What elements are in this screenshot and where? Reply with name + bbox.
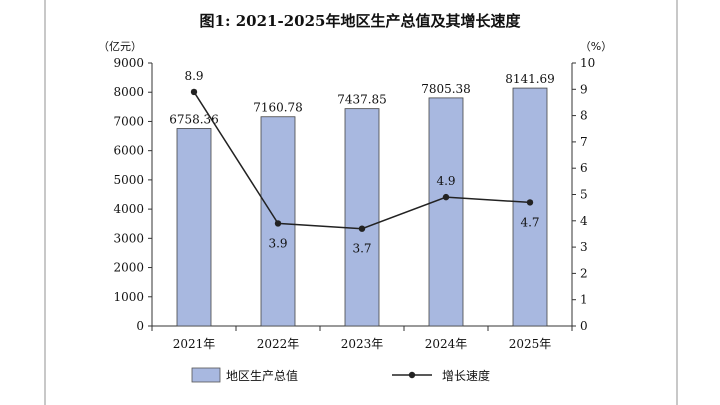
x-tick-label: 2021年 [173,337,216,351]
left-tick-label: 8000 [113,85,144,99]
x-tick-label: 2022年 [257,337,300,351]
left-tick-label: 9000 [113,56,144,70]
x-tick-label: 2023年 [341,337,384,351]
left-page-edge [44,0,46,405]
right-tick-label: 9 [580,82,588,96]
right-tick-label: 6 [580,161,588,175]
bar [428,97,464,327]
bar [512,87,548,327]
growth-data-label: 3.7 [352,242,371,256]
right-axis-unit: （%） [580,40,612,53]
growth-point [274,220,282,227]
bar-data-label: 6758.36 [169,113,219,127]
left-axis-unit: （亿元） [98,40,142,53]
bar [176,128,212,327]
right-tick-label: 7 [580,135,588,149]
growth-point [358,225,366,232]
right-tick-label: 5 [580,188,588,202]
right-tick-label: 1 [580,293,588,307]
left-tick-label: 3000 [113,231,144,245]
growth-point [442,193,450,201]
left-tick-label: 7000 [113,114,144,128]
right-tick-label: 0 [580,319,588,333]
legend-line-marker [408,371,416,379]
x-tick-label: 2025年 [509,337,552,351]
bars-group: 6758.36 7160.78 7437.85 7805.38 8141.69 [169,72,555,327]
growth-data-label: 4.9 [436,174,455,188]
right-page-edge [676,0,678,405]
legend-bar-label: 地区生产总值 [226,368,298,383]
bar [344,108,380,327]
right-tick-label: 2 [580,266,588,280]
bar-data-label: 7805.38 [421,82,471,96]
axes-group: 0 1000 2000 3000 4000 5000 6000 7000 8000 9000 0 1 2… [113,56,595,351]
left-tick-label: 6000 [113,144,144,158]
right-tick-label: 8 [580,109,588,123]
x-tick-label: 2024年 [425,337,468,351]
left-tick-label: 4000 [113,202,144,216]
growth-data-label: 8.9 [184,69,203,83]
left-tick-label: 2000 [113,261,144,275]
right-tick-label: 10 [580,56,595,70]
left-tick-label: 1000 [113,290,144,304]
bar-data-label: 7160.78 [253,101,303,115]
line-group: 8.9 3.9 3.7 4.9 4.7 [184,69,539,256]
bar-data-label: 7437.85 [337,93,387,107]
growth-data-label: 3.9 [268,236,287,250]
legend-line-label: 增长速度 [442,368,490,383]
left-tick-label: 0 [136,319,144,333]
growth-point [526,199,534,206]
chart-title: 图1: 2021-2025年地区生产总值及其增长速度 [200,12,522,30]
legend-bar-swatch [191,367,221,383]
right-tick-label: 4 [580,214,588,228]
legend: 地区生产总值 增长速度 [191,367,490,383]
right-tick-label: 3 [580,240,588,254]
bar-data-label: 8141.69 [505,72,555,86]
growth-data-label: 4.7 [520,215,539,229]
left-tick-label: 5000 [113,173,144,187]
growth-point [190,88,198,96]
